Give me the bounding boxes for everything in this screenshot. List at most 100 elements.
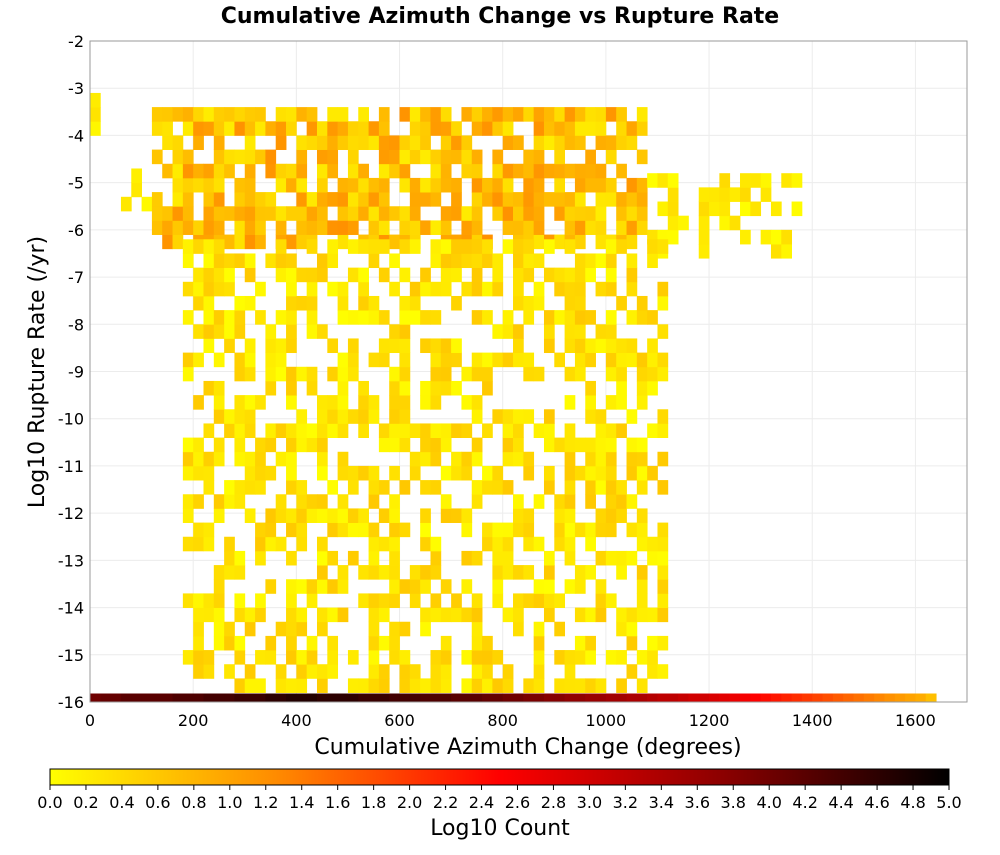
- heatmap-cell: [647, 664, 658, 679]
- heatmap-cell: [244, 395, 256, 410]
- heatmap-cell: [368, 550, 380, 566]
- heatmap-cell: [182, 593, 194, 608]
- heatmap-cell: [224, 635, 235, 651]
- heatmap-cell: [616, 239, 627, 254]
- heatmap-cell: [234, 234, 246, 250]
- heatmap-cell: [781, 229, 792, 245]
- heatmap-cell: [554, 267, 566, 283]
- heatmap-cell: [213, 310, 225, 325]
- heatmap-cell: [358, 281, 369, 297]
- x-tick-label: 1200: [689, 711, 730, 730]
- heatmap-cell: [471, 192, 483, 207]
- heatmap-cell: [213, 494, 225, 509]
- heatmap-cell: [523, 206, 535, 221]
- heatmap-cell: [636, 395, 648, 410]
- heatmap-cell: [513, 338, 524, 354]
- heatmap-cell: [409, 565, 421, 580]
- heatmap-cell: [244, 664, 256, 679]
- heatmap-cell: [409, 135, 421, 150]
- heatmap-cell: [543, 135, 555, 150]
- heatmap-cell: [172, 177, 184, 193]
- heatmap-cell: [647, 173, 658, 188]
- heatmap-cell: [492, 409, 504, 424]
- heatmap-cell: [533, 650, 545, 665]
- heatmap-cell: [368, 409, 380, 424]
- heatmap-cell: [502, 324, 514, 339]
- heatmap-cell: [595, 324, 607, 339]
- heatmap-cell: [244, 253, 256, 269]
- heatmap-cell: [513, 239, 524, 254]
- heatmap-cell: [574, 607, 586, 623]
- heatmap-cell: [337, 522, 349, 538]
- heatmap-cell: [378, 607, 390, 623]
- heatmap-cell: [647, 229, 658, 245]
- heatmap-cell: [750, 173, 762, 188]
- heatmap-cell: [523, 295, 535, 311]
- heatmap-cell: [585, 465, 596, 481]
- heatmap-cell: [306, 239, 318, 254]
- heatmap-cell: [327, 550, 339, 566]
- heatmap-cell: [420, 380, 431, 396]
- heatmap-cell: [595, 480, 607, 495]
- heatmap-cell: [616, 565, 627, 580]
- heatmap-cell: [626, 451, 638, 467]
- x-tick-label: 1000: [586, 711, 627, 730]
- heatmap-cell: [203, 423, 215, 438]
- heatmap-cell: [461, 107, 473, 122]
- colorbar-ticks: 0.0 0.2 0.4 0.6 0.8 1.0 1.2 1.4 1.6 1.8 2.0 2.2 2.4 2…: [37, 785, 962, 812]
- heatmap-cell: [389, 565, 400, 580]
- plot-frame: [89, 40, 968, 703]
- heatmap-cell: [275, 163, 287, 179]
- heatmap-cell: [224, 163, 235, 179]
- heatmap-cell: [605, 465, 617, 481]
- heatmap-cell: [368, 239, 380, 254]
- y-tick-label: -7: [68, 268, 84, 287]
- heatmap-cell: [316, 409, 328, 424]
- heatmap-cell: [574, 310, 586, 325]
- heatmap-cell: [255, 536, 266, 552]
- heatmap-cell: [616, 494, 627, 509]
- heatmap-cell: [265, 650, 277, 665]
- heatmap-cell: [224, 121, 235, 136]
- heatmap-cell: [636, 508, 648, 523]
- heatmap-cell: [378, 310, 390, 325]
- heatmap-cell: [286, 253, 297, 269]
- heatmap-cell: [636, 607, 648, 623]
- heatmap-cell: [275, 107, 287, 122]
- heatmap-cell: [368, 220, 380, 235]
- heatmap-cell: [430, 536, 442, 552]
- heatmap-cell: [513, 295, 524, 311]
- heatmap-cell: [420, 192, 431, 207]
- heatmap-cell: [286, 607, 297, 623]
- colorbar-tick-label: 4.2: [792, 793, 817, 812]
- heatmap-cell-bottom: [451, 693, 462, 702]
- heatmap-cell: [306, 366, 318, 382]
- heatmap-cell: [275, 239, 287, 254]
- heatmap-cell: [502, 409, 514, 424]
- heatmap-cell: [368, 607, 380, 623]
- heatmap-cell: [265, 465, 277, 481]
- heatmap-cell: [482, 281, 493, 297]
- heatmap-cell: [657, 522, 669, 538]
- heatmap-cell: [523, 352, 535, 368]
- heatmap-cell: [647, 239, 658, 254]
- heatmap-cell: [306, 635, 318, 651]
- heatmap-cell-bottom: [482, 693, 493, 702]
- heatmap-cell: [564, 267, 576, 283]
- heatmap-cell: [234, 324, 246, 339]
- heatmap-cell: [595, 508, 607, 523]
- heatmap-cell: [492, 579, 504, 594]
- heatmap-cell-bottom: [843, 693, 855, 702]
- heatmap-cell: [234, 635, 246, 651]
- heatmap-cell: [440, 366, 452, 382]
- heatmap-cell-bottom: [574, 693, 586, 702]
- heatmap-cell: [647, 310, 658, 325]
- heatmap-cell: [347, 352, 359, 368]
- heatmap-cell: [554, 135, 566, 150]
- heatmap-cell: [306, 579, 318, 594]
- heatmap-cell: [358, 135, 369, 150]
- heatmap-cell-bottom: [203, 693, 215, 702]
- heatmap-cell: [265, 366, 277, 382]
- heatmap-cell: [224, 234, 235, 250]
- heatmap-cell: [213, 177, 225, 193]
